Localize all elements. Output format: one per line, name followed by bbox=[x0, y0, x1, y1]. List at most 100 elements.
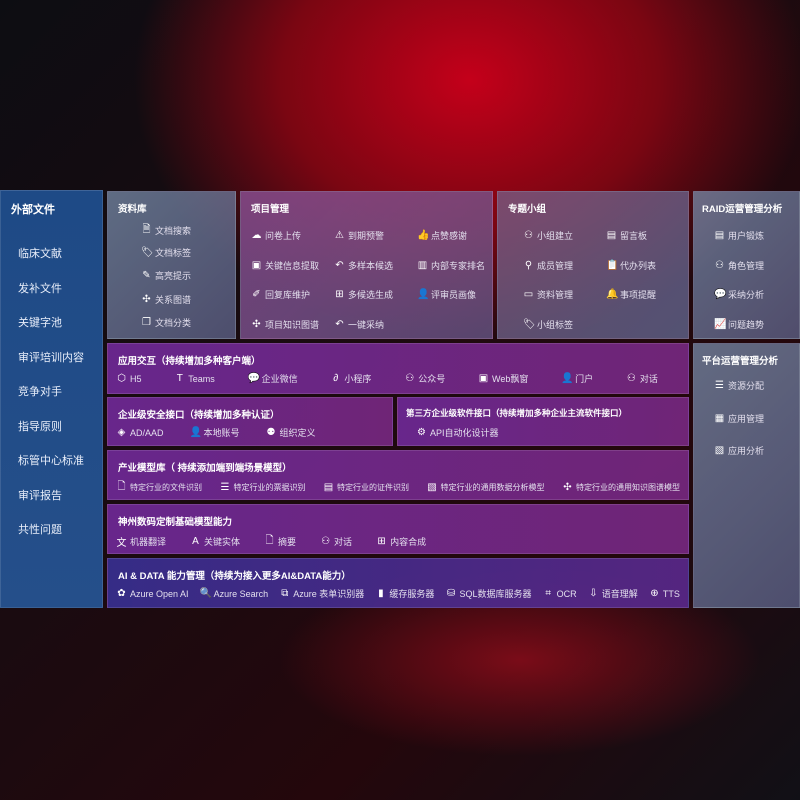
item-点赞感谢[interactable]: 👍 点赞感谢 bbox=[417, 229, 467, 242]
item-Azure 表单识别器[interactable]: ⧉ Azure 表单识别器 bbox=[279, 587, 364, 600]
item-机器翻译[interactable]: 文机器翻译 bbox=[116, 534, 167, 549]
item-内容合成[interactable]: ⊞ 内容合成 bbox=[376, 535, 426, 548]
item-AD/AAD[interactable]: ◈ AD/AAD bbox=[116, 427, 164, 438]
sidebar-item[interactable]: 共性问题 bbox=[18, 524, 62, 536]
portal-icon: 👤 bbox=[561, 373, 574, 384]
item-label: 公众号 bbox=[418, 374, 446, 384]
trend-icon: 📈 bbox=[714, 318, 727, 330]
item-label: 事项提醒 bbox=[620, 290, 657, 300]
item-多候选生成[interactable]: ⊞ 多候选生成 bbox=[334, 288, 393, 301]
item-对话[interactable]: ⚇ 对话 bbox=[320, 535, 352, 548]
item-缓存服务器[interactable]: ▮ 缓存服务器 bbox=[375, 587, 434, 600]
receipt-icon: ☰ bbox=[220, 482, 230, 493]
item-小程序[interactable]: ∂ 小程序 bbox=[330, 372, 371, 385]
item-label: 项目知识图谱 bbox=[265, 319, 320, 330]
sidebar-item[interactable]: 指导原则 bbox=[18, 420, 62, 433]
item-一键采纳[interactable]: ↶ 一键采纳 bbox=[334, 318, 384, 331]
apps-icon: ▦ bbox=[714, 412, 725, 424]
ranking-icon: ▥ bbox=[417, 259, 428, 271]
item-label: 对话 bbox=[639, 374, 658, 384]
panel-app-interaction: 应用交互（持续增加多种客户端） ⬡ H5 T Teams 💬 企业微信 ∂ 小程序 ⚇ 公众号 ▣ W… bbox=[107, 343, 689, 394]
item-OCR[interactable]: ⌗ OCR bbox=[543, 588, 576, 599]
item-关系图谱[interactable]: ✣ 关系图谱 bbox=[141, 293, 191, 306]
pen-icon: ✎ bbox=[142, 270, 151, 281]
item-资料管理[interactable]: ▭ 资料管理 bbox=[523, 288, 573, 301]
chat-icon: ⚇ bbox=[321, 536, 331, 547]
item-特定行业的通用数据分析模型[interactable]: ▧ 特定行业的通用数据分析模型 bbox=[427, 482, 545, 493]
item-label: 关键信息提取 bbox=[265, 260, 320, 271]
item-特定行业的证件识别[interactable]: ▤ 特定行业的证件识别 bbox=[323, 482, 409, 493]
sidebar-item[interactable]: 竞争对手 bbox=[18, 386, 62, 398]
item-成员管理[interactable]: ⚲ 成员管理 bbox=[523, 259, 573, 272]
item-内部专家排名[interactable]: ▥ 内部专家排名 bbox=[417, 259, 485, 272]
id-card-icon: ▤ bbox=[714, 230, 725, 241]
item-label: 问题趋势 bbox=[728, 319, 765, 330]
item-label: 特定行业的文件识别 bbox=[130, 483, 202, 492]
item-H5[interactable]: ⬡ H5 bbox=[116, 373, 141, 384]
item-公众号[interactable]: ⚇ 公众号 bbox=[404, 372, 445, 385]
doc-icon: 🗋 bbox=[117, 481, 126, 492]
item-label: 高亮提示 bbox=[155, 271, 192, 281]
item-项目知识图谱[interactable]: ✣ 项目知识图谱 bbox=[251, 318, 319, 331]
tag-icon: 🏷 bbox=[523, 318, 536, 330]
item-代办列表[interactable]: 📋 代办列表 bbox=[606, 259, 656, 272]
database-icon: ⛁ bbox=[446, 588, 456, 599]
item-关键实体[interactable]: A 关键实体 bbox=[190, 535, 240, 548]
user-add-icon: ⚲ bbox=[524, 259, 533, 271]
tts-icon: ⊕ bbox=[650, 588, 659, 599]
sidebar-item[interactable]: 临床文献 bbox=[18, 248, 62, 260]
item-门户[interactable]: 👤 门户 bbox=[561, 372, 593, 385]
item-Azure Open AI[interactable]: ✿ Azure Open AI bbox=[116, 588, 188, 599]
item-SQL数据库服务器[interactable]: ⛁ SQL数据库服务器 bbox=[446, 587, 532, 600]
item-资源分配[interactable]: ☰ 资源分配 bbox=[714, 379, 764, 392]
item-事项提醒[interactable]: 🔔 事项提醒 bbox=[606, 288, 656, 301]
item-问题趋势[interactable]: 📈 问题趋势 bbox=[714, 318, 764, 331]
item-采纳分析[interactable]: 💬 采纳分析 bbox=[714, 288, 764, 301]
item-留言板[interactable]: ▤ 留言板 bbox=[606, 229, 647, 242]
item-应用分析[interactable]: ▧ 应用分析 bbox=[714, 444, 764, 457]
item-特定行业的文件识别[interactable]: 🗋 特定行业的文件识别 bbox=[116, 479, 202, 496]
item-角色管理[interactable]: ⚇ 角色管理 bbox=[714, 259, 764, 272]
item-特定行业的票据识别[interactable]: ☰ 特定行业的票据识别 bbox=[220, 482, 306, 493]
item-高亮提示[interactable]: ✎ 高亮提示 bbox=[141, 269, 191, 282]
item-评审员画像[interactable]: 👤 评审员画像 bbox=[417, 288, 476, 301]
item-回复库维护[interactable]: ✐ 回复库维护 bbox=[251, 288, 310, 301]
item-Web飘窗[interactable]: ▣ Web飘窗 bbox=[478, 372, 529, 385]
item-文档标签[interactable]: 🏷 文档标签 bbox=[141, 246, 191, 259]
panel-title: 项目管理 bbox=[251, 204, 290, 215]
item-小组建立[interactable]: ⚇ 小组建立 bbox=[523, 229, 573, 242]
item-企业微信[interactable]: 💬 企业微信 bbox=[248, 372, 298, 385]
sidebar-item[interactable]: 审评培训内容 bbox=[18, 351, 84, 364]
item-label: 门户 bbox=[575, 374, 594, 384]
sidebar-item[interactable]: 审评报告 bbox=[18, 489, 62, 502]
sidebar-item[interactable]: 标管中心标准 bbox=[18, 455, 84, 467]
item-语音理解[interactable]: ⇩ 语音理解 bbox=[588, 587, 638, 600]
item-API自动化设计器[interactable]: ⚙ API自动化设计器 bbox=[416, 426, 499, 439]
item-摘要[interactable]: 🗋 摘要 bbox=[264, 533, 297, 550]
item-Azure Search[interactable]: 🔍 Azure Search bbox=[200, 588, 269, 599]
item-Teams[interactable]: T Teams bbox=[174, 373, 215, 384]
doc-copy-icon: ❐ bbox=[142, 317, 151, 328]
item-label: 特定行业的通用数据分析模型 bbox=[440, 483, 545, 492]
item-用户锻炼[interactable]: ▤ 用户锻炼 bbox=[714, 229, 764, 242]
sidebar-item[interactable]: 发补文件 bbox=[18, 282, 62, 295]
panel-group: 专题小组 ⚇ 小组建立 ▤ 留言板 ⚲ 成员管理 📋 代办列表 ▭ 资料管理 🔔 事项提醒 🏷 小组标签 bbox=[497, 191, 689, 339]
item-问卷上传[interactable]: ☁ 问卷上传 bbox=[251, 229, 302, 242]
item-多样本候选[interactable]: ↶ 多样本候选 bbox=[334, 259, 393, 272]
panel-library: 资料库 🗎 文档搜索 🏷 文档标签 ✎ 高亮提示 ✣ 关系图谱 ❐ 文档分类 bbox=[107, 191, 236, 339]
graph-icon: ✣ bbox=[563, 482, 572, 493]
item-特定行业的通用知识图谱模型[interactable]: ✣ 特定行业的通用知识图谱模型 bbox=[562, 482, 680, 493]
item-本地账号[interactable]: 👤 本地账号 bbox=[190, 426, 240, 439]
item-小组标签[interactable]: 🏷 小组标签 bbox=[523, 318, 573, 331]
item-TTS[interactable]: ⊕ TTS bbox=[649, 588, 680, 599]
panel-title: 应用交互（持续增加多种客户端） bbox=[118, 356, 261, 367]
sidebar-item[interactable]: 关键字池 bbox=[18, 317, 62, 329]
item-组织定义[interactable]: ⚉ 组织定义 bbox=[266, 426, 316, 439]
item-到期预警[interactable]: ⚠ 到期预警 bbox=[334, 229, 384, 242]
item-对话[interactable]: ⚇ 对话 bbox=[626, 372, 658, 385]
item-应用管理[interactable]: ▦ 应用管理 bbox=[714, 412, 764, 425]
item-关键信息提取[interactable]: ▣ 关键信息提取 bbox=[251, 259, 319, 272]
openai-icon: ✿ bbox=[117, 588, 126, 599]
item-文档搜索[interactable]: 🗎 文档搜索 bbox=[141, 222, 191, 239]
item-文档分类[interactable]: ❐ 文档分类 bbox=[141, 316, 191, 329]
